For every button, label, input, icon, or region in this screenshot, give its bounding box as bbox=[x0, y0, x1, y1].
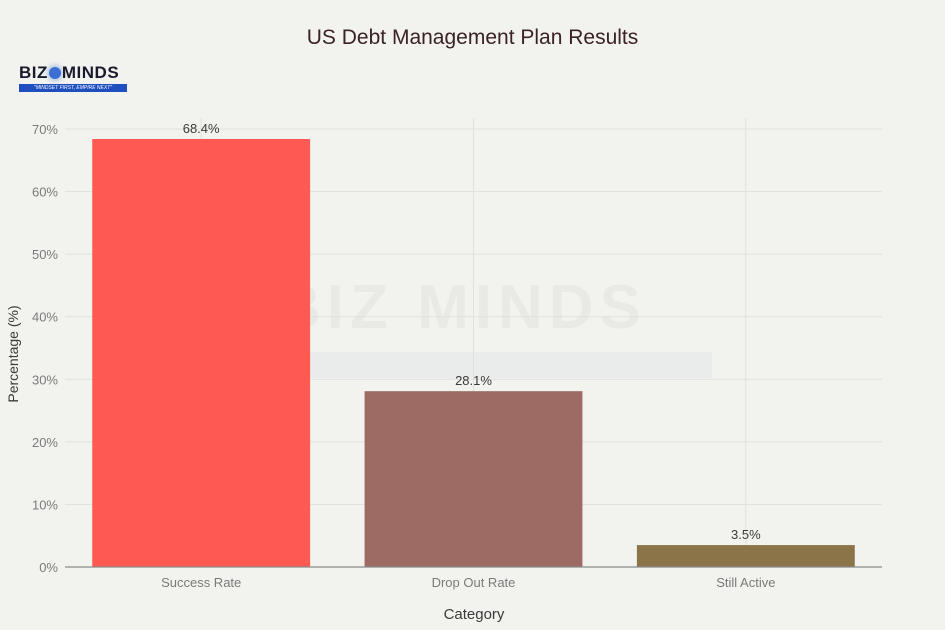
y-tick-label: 50% bbox=[32, 247, 58, 262]
axes: 0% 10% 20% 30% 40% 50% 60% 70% Success Rate Drop … bbox=[32, 122, 882, 590]
y-tick-label: 40% bbox=[32, 310, 58, 325]
x-axis-label: Category bbox=[443, 606, 505, 623]
y-tick-label: 20% bbox=[32, 435, 58, 450]
y-tick-label: 60% bbox=[32, 185, 58, 200]
logo-word-left: BIZ bbox=[19, 63, 48, 82]
y-tick-label: 10% bbox=[32, 497, 58, 512]
y-tick-label: 0% bbox=[39, 560, 58, 575]
x-tick-label: Success Rate bbox=[161, 575, 241, 590]
y-axis-label: Percentage (%) bbox=[5, 305, 21, 403]
bar-value-label: 68.4% bbox=[183, 121, 220, 136]
logo-wordmark: BIZ MINDS bbox=[19, 63, 119, 83]
logo-tagline: "MINDSET FIRST, EMPIRE NEXT" bbox=[19, 84, 127, 92]
bar-drop-out-rate[interactable] bbox=[364, 391, 583, 567]
x-tick-label: Drop Out Rate bbox=[432, 575, 516, 590]
logo-word-right: MINDS bbox=[61, 63, 120, 82]
bar-still-active[interactable] bbox=[636, 545, 855, 567]
bar-value-label: 3.5% bbox=[731, 527, 761, 542]
x-tick-label: Still Active bbox=[716, 575, 775, 590]
lightbulb-icon bbox=[48, 67, 61, 79]
bar-success-rate[interactable] bbox=[92, 139, 311, 568]
bar-value-label: 28.1% bbox=[455, 373, 492, 388]
bizminds-logo: BIZ MINDS "MINDSET FIRST, EMPIRE NEXT" bbox=[19, 63, 129, 95]
y-tick-label: 70% bbox=[32, 122, 58, 137]
bars: 68.4% 28.1% 3.5% bbox=[92, 121, 855, 568]
y-tick-label: 30% bbox=[32, 372, 58, 387]
chart-title: US Debt Management Plan Results bbox=[306, 26, 639, 49]
